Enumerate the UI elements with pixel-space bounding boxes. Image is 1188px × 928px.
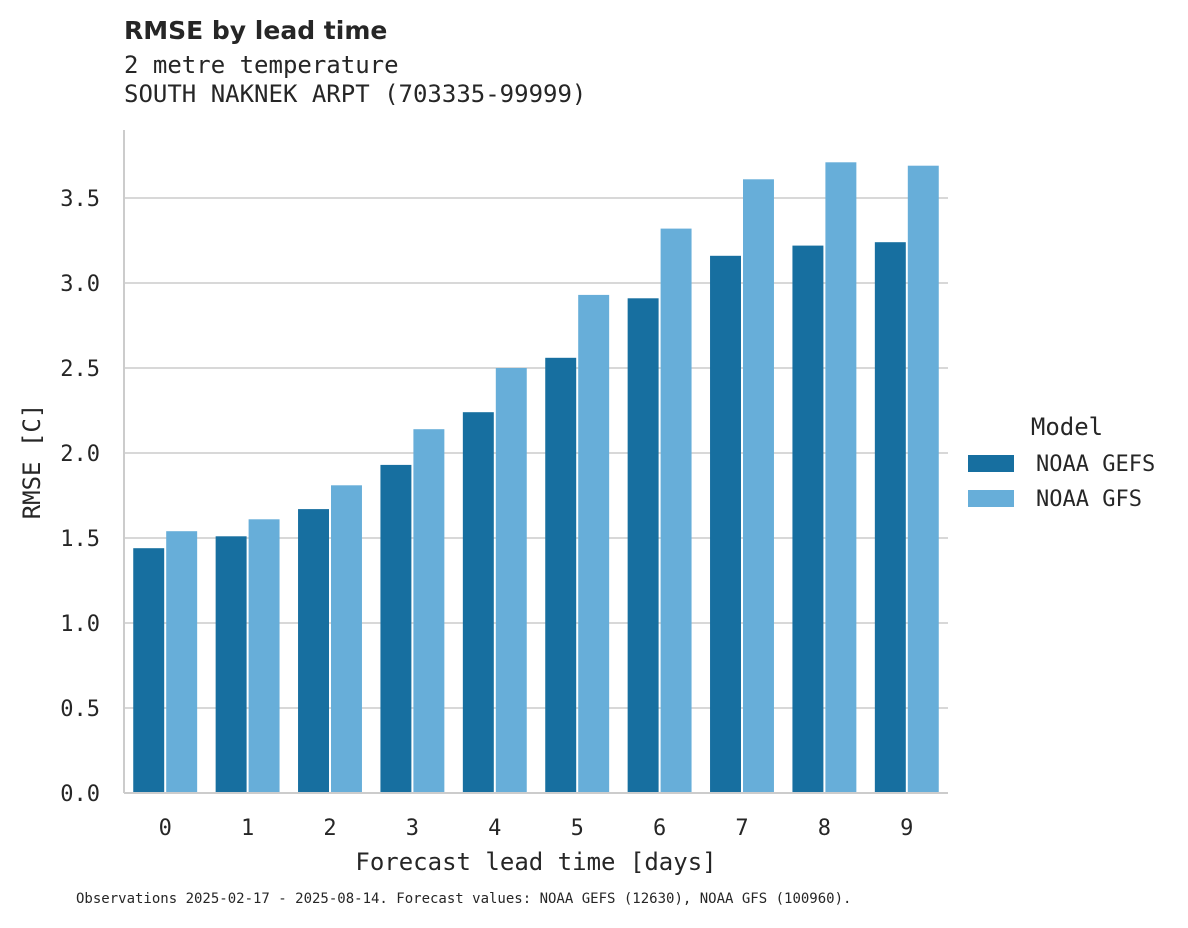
y-tick-label: 0.0 bbox=[60, 782, 100, 807]
x-tick-label: 4 bbox=[488, 816, 501, 841]
x-tick-label: 0 bbox=[159, 816, 172, 841]
x-axis-label: Forecast lead time [days] bbox=[355, 848, 716, 876]
legend: Model NOAA GEFS NOAA GFS bbox=[968, 413, 1155, 512]
bar bbox=[578, 294, 610, 793]
y-tick-label: 1.5 bbox=[60, 527, 100, 552]
bar bbox=[627, 298, 659, 793]
bar bbox=[215, 536, 247, 793]
y-tick-label: 2.5 bbox=[60, 357, 100, 382]
chart-footnote: Observations 2025-02-17 - 2025-08-14. Fo… bbox=[76, 891, 852, 907]
bars bbox=[133, 162, 939, 794]
legend-label: NOAA GEFS bbox=[1036, 452, 1155, 477]
chart-subtitle-station: SOUTH NAKNEK ARPT (703335-99999) bbox=[124, 80, 587, 108]
y-tick-label: 2.0 bbox=[60, 442, 100, 467]
legend-swatch bbox=[968, 490, 1014, 507]
x-tick-label: 1 bbox=[241, 816, 254, 841]
bar bbox=[907, 165, 939, 793]
bar bbox=[462, 412, 494, 793]
bar bbox=[495, 368, 527, 793]
bar bbox=[298, 509, 329, 793]
axes: 0.0 0.5 1.0 1.5 2.0 2.5 3.0 3.5 0 1 2 3 4 5 6 7 8 9 Foreca… bbox=[18, 130, 948, 876]
legend-title: Model bbox=[1031, 413, 1103, 441]
x-tick-label: 3 bbox=[406, 816, 419, 841]
bar bbox=[166, 531, 198, 793]
legend-label: NOAA GFS bbox=[1036, 487, 1142, 512]
legend-swatch bbox=[968, 455, 1014, 472]
y-tick-label: 3.5 bbox=[60, 187, 100, 212]
bar bbox=[248, 519, 280, 793]
x-tick-label: 5 bbox=[571, 816, 584, 841]
chart-subtitle-variable: 2 metre temperature bbox=[124, 51, 399, 79]
bar bbox=[710, 255, 741, 794]
bar bbox=[413, 429, 445, 793]
bar bbox=[825, 162, 857, 794]
y-tick-label: 0.5 bbox=[60, 697, 100, 722]
x-tick-label: 6 bbox=[653, 816, 666, 841]
bar bbox=[331, 485, 362, 793]
y-tick-label: 3.0 bbox=[60, 272, 100, 297]
x-tick-label: 7 bbox=[735, 816, 748, 841]
grid-lines bbox=[124, 197, 948, 709]
x-tick-label: 2 bbox=[323, 816, 336, 841]
chart-title: RMSE by lead time bbox=[124, 16, 388, 45]
x-tick-label: 9 bbox=[900, 816, 913, 841]
bar bbox=[660, 228, 692, 794]
bar bbox=[874, 242, 906, 793]
bar bbox=[792, 245, 824, 794]
x-tick-label: 8 bbox=[818, 816, 831, 841]
bar bbox=[380, 464, 412, 793]
y-tick-label: 1.0 bbox=[60, 612, 100, 637]
y-axis-label: RMSE [C] bbox=[18, 404, 46, 520]
bar bbox=[545, 357, 577, 793]
bar bbox=[133, 548, 165, 793]
bar bbox=[743, 179, 774, 794]
